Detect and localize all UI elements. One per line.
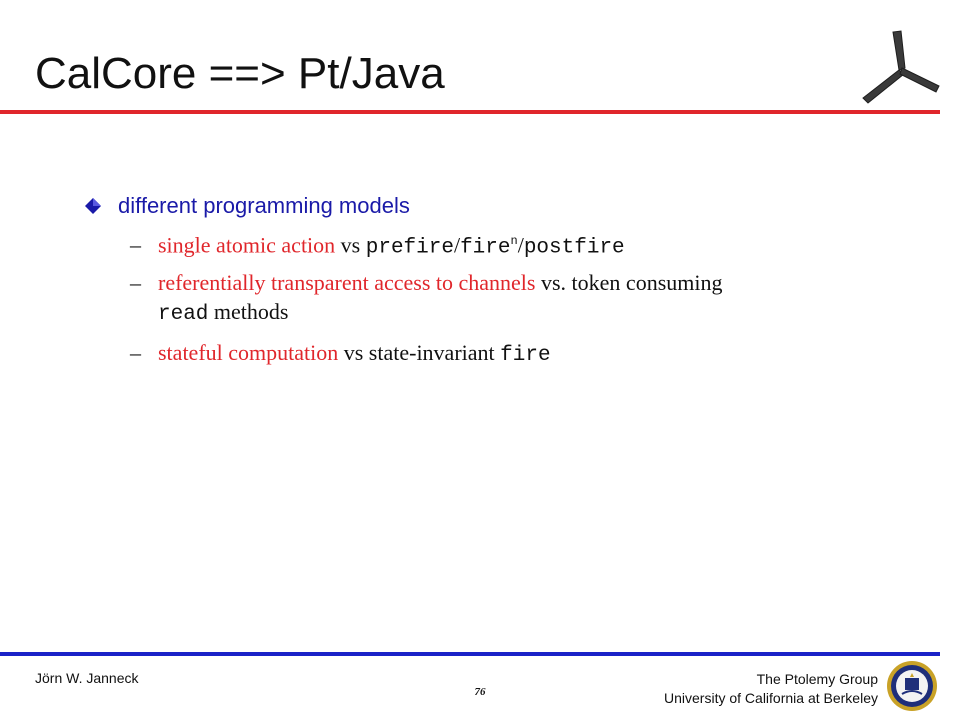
dash-marker: – (130, 340, 141, 365)
body-text: vs. token consuming (535, 270, 723, 295)
highlight-text: referentially transparent access to chan… (158, 270, 536, 295)
bullet-item: different programming models (82, 193, 410, 219)
title-divider (0, 110, 940, 114)
body-text: vs state-invariant (338, 340, 501, 365)
highlight-text: stateful computation (158, 340, 339, 365)
ptolemy-logo-icon (862, 30, 940, 104)
continuation-line: read methods (130, 297, 860, 329)
sub-item-channel-access: – referentially transparent access to cha… (130, 268, 860, 329)
footer-divider (0, 652, 940, 656)
uc-berkeley-seal-icon (887, 661, 937, 711)
diamond-bullet-icon (85, 198, 101, 214)
code-read: read (158, 303, 209, 326)
code-fire: fire (460, 236, 511, 260)
body-text: vs (335, 232, 366, 258)
separator: / (517, 232, 524, 258)
page-number: 76 (474, 686, 486, 698)
sub-item-atomic-action: – single atomic action vs prefire/firen/p… (130, 227, 625, 262)
code-fire: fire (500, 344, 551, 367)
code-postfire: postfire (523, 236, 625, 260)
bullet-text: different programming models (118, 193, 410, 218)
superscript-n: n (510, 234, 518, 248)
dash-marker: – (130, 232, 141, 258)
footer-group: The Ptolemy Group (756, 671, 878, 687)
dash-marker: – (130, 270, 141, 295)
footer-affiliation: The Ptolemy Group University of Californ… (664, 670, 878, 708)
slide-title: CalCore ==> Pt/Java (35, 49, 445, 98)
highlight-text: single atomic action (158, 232, 336, 258)
sub-item-stateful: – stateful computation vs state-invariant… (130, 338, 551, 370)
body-text: methods (208, 299, 289, 324)
footer-author: Jörn W. Janneck (35, 670, 139, 686)
code-prefire: prefire (365, 236, 454, 260)
footer-university: University of California at Berkeley (664, 690, 878, 706)
separator: / (453, 232, 461, 258)
